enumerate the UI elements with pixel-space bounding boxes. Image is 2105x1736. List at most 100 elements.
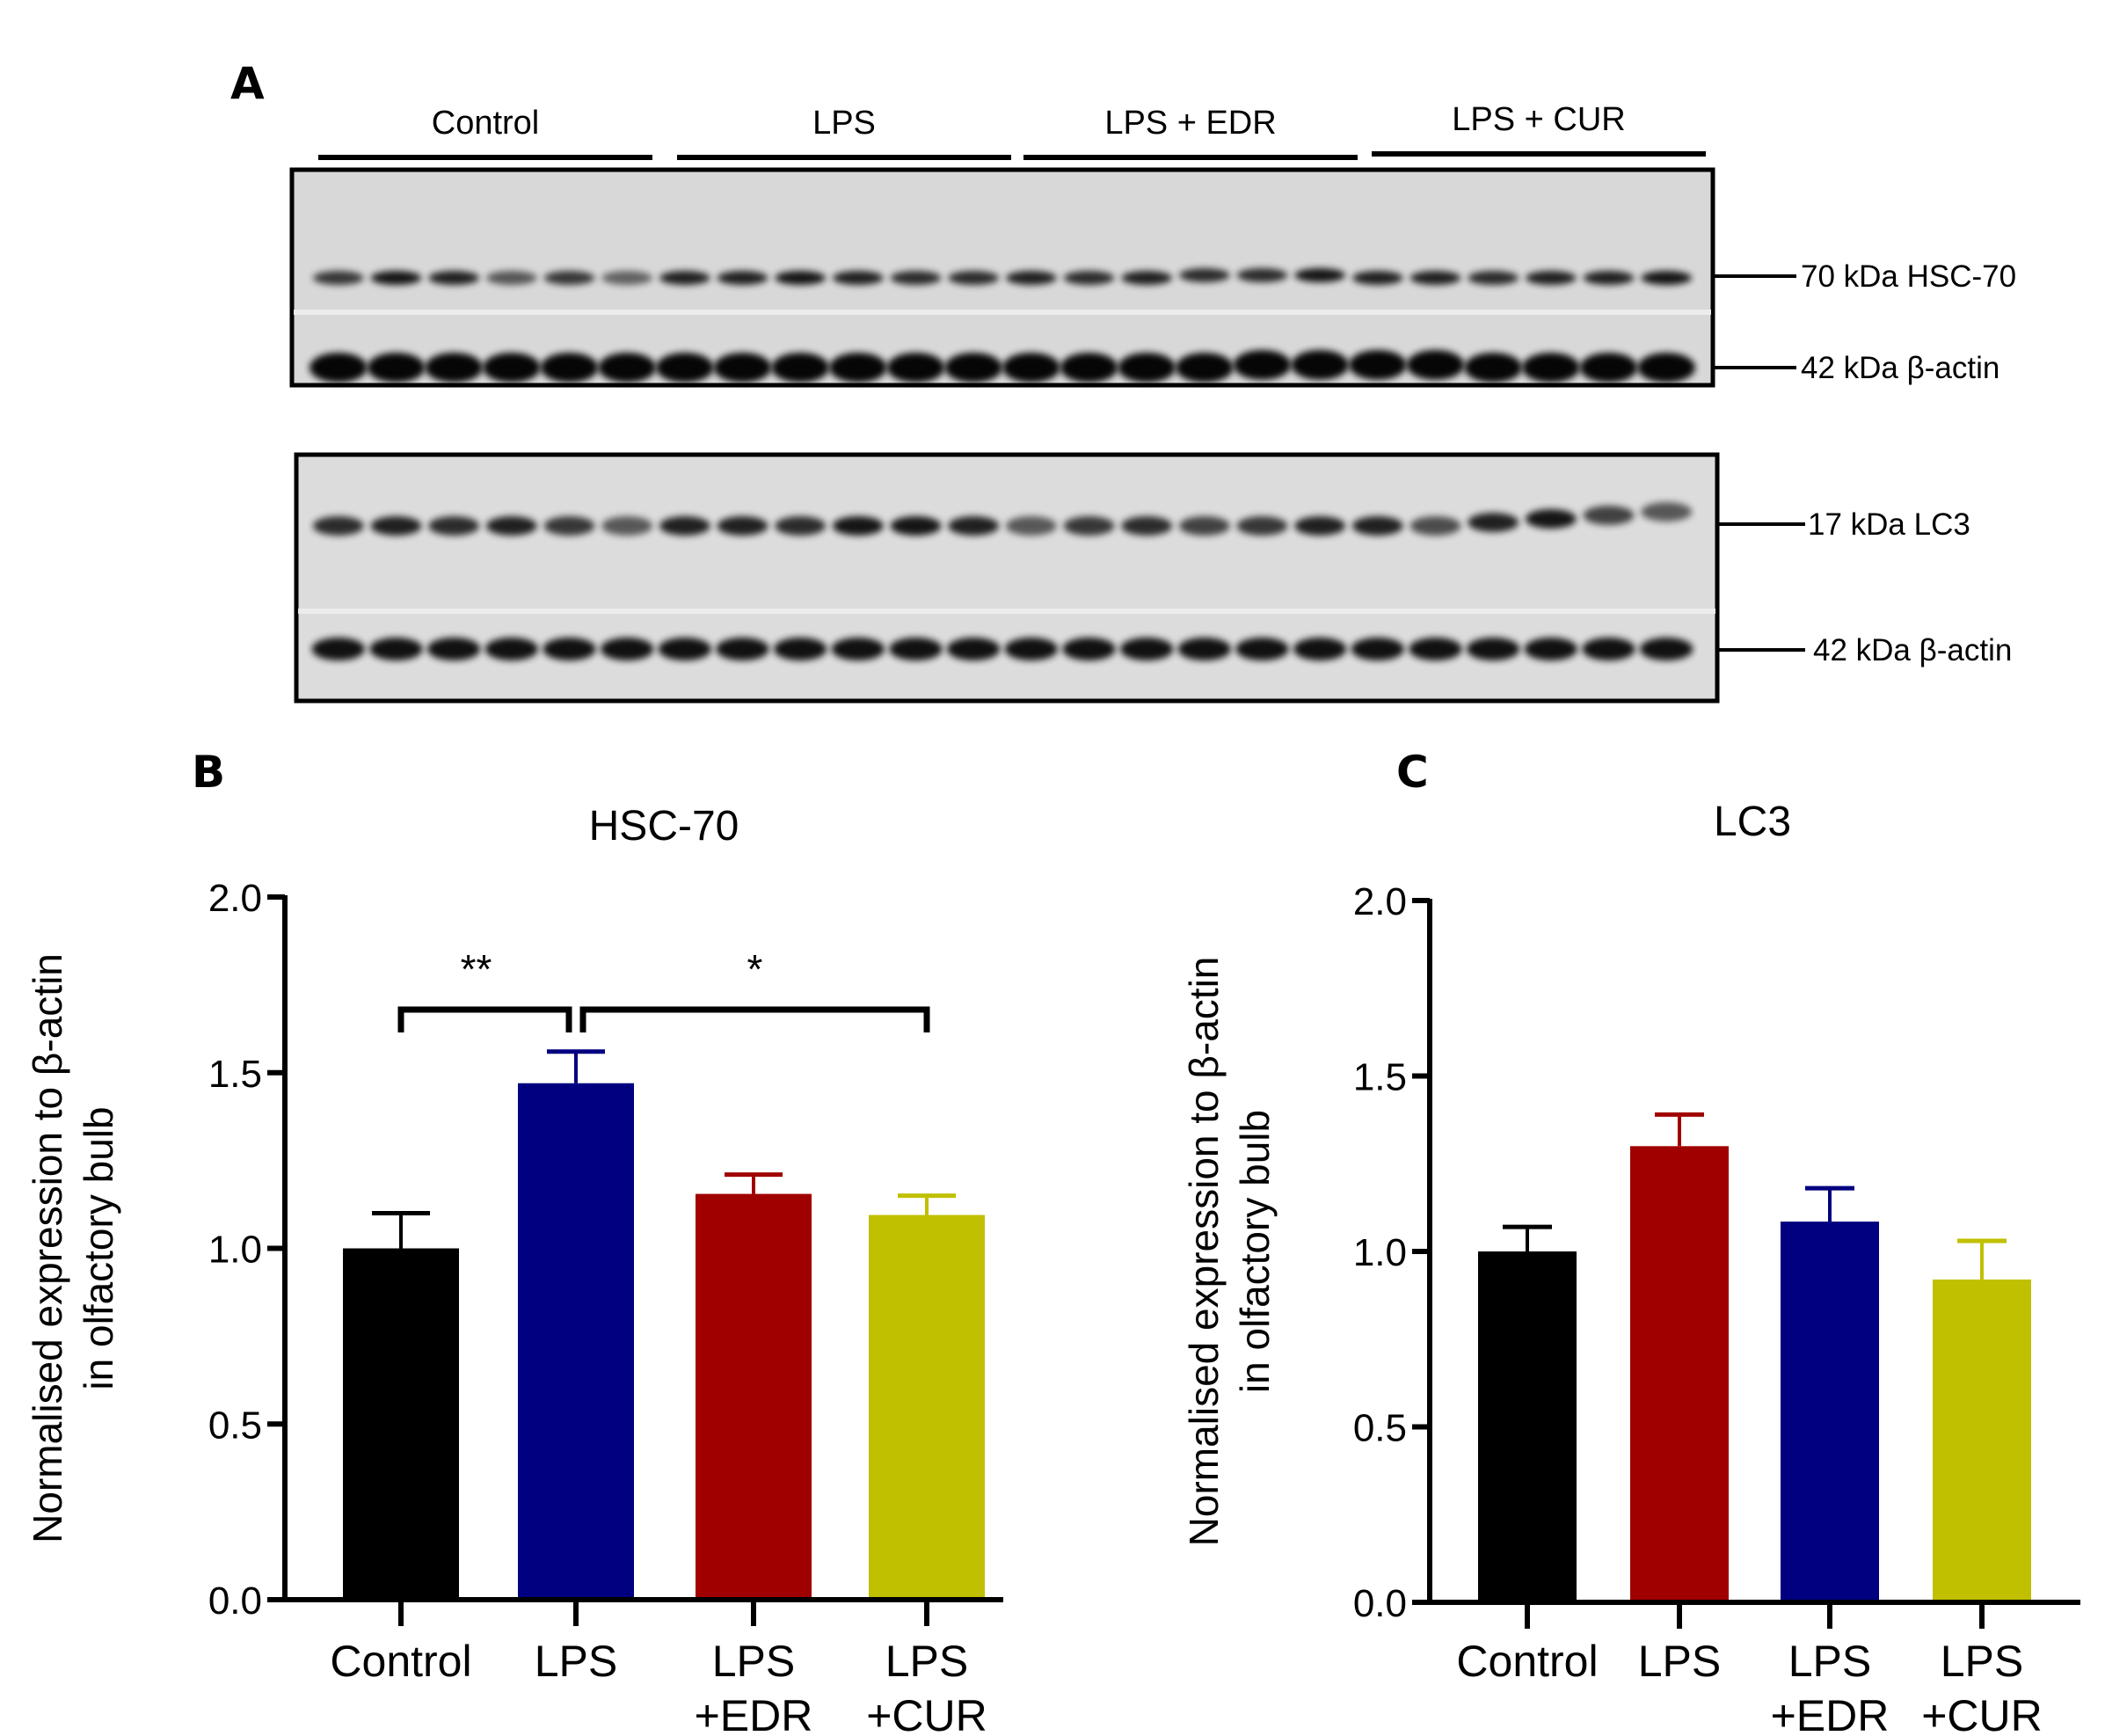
band-actin (1293, 638, 1347, 660)
band-actin (543, 638, 596, 660)
y-axis-title-line2: in olfactory bulb (1232, 1110, 1278, 1393)
group-label: Control (432, 105, 540, 142)
band-actin (656, 353, 714, 383)
band-hsc70 (1468, 271, 1519, 285)
band-hsc70 (1351, 271, 1403, 285)
band-actin (713, 353, 772, 383)
band-lc3 (1294, 516, 1346, 536)
band-hsc70 (601, 271, 653, 285)
bottom-blot-frame (294, 452, 1720, 704)
y-tick-label: 1.0 (208, 1229, 262, 1272)
band-actin (1524, 638, 1578, 660)
bar (1781, 1222, 1879, 1600)
band-actin (1062, 638, 1116, 660)
panel-b-letter: B (192, 747, 225, 798)
y-axis-title-line1: Normalised expression to β-actin (1181, 957, 1227, 1547)
significance-label: ** (461, 946, 492, 992)
band-hsc70 (948, 271, 1000, 285)
band-hsc70 (428, 271, 480, 285)
band-hsc70 (1409, 271, 1461, 285)
band-hsc70 (312, 271, 364, 285)
band-hsc70 (485, 271, 537, 285)
band-actin (658, 638, 712, 660)
y-tick-label: 2.0 (208, 877, 262, 920)
band-actin (1582, 638, 1635, 660)
panel-a-letter: A (230, 58, 265, 109)
band-hsc70 (1005, 271, 1057, 285)
band-lc3 (428, 516, 480, 536)
x-tick-label: +CUR (866, 1691, 987, 1736)
bar (696, 1193, 812, 1597)
band-actin (773, 638, 827, 660)
marker-label-hsc70: 70 kDa HSC-70 (1801, 259, 2016, 294)
y-tick-label: 0.0 (1353, 1582, 1407, 1625)
band-lc3 (775, 516, 827, 536)
band-actin (1060, 353, 1118, 383)
band-actin (829, 353, 887, 383)
band-lc3 (1236, 516, 1288, 536)
band-actin (889, 638, 943, 660)
band-lc3 (1641, 502, 1693, 522)
bar (1933, 1279, 2031, 1600)
bar (343, 1248, 459, 1597)
band-actin (600, 638, 654, 660)
band-actin (946, 638, 1001, 660)
marker-labels: 70 kDa HSC-70 42 kDa β-actin 17 kDa LC3 … (1713, 259, 2016, 667)
band-hsc70 (890, 271, 942, 285)
y-tick-label: 0.5 (1353, 1407, 1407, 1450)
group-label: LPS (812, 105, 876, 142)
band-lc3 (1005, 516, 1057, 536)
band-actin (1118, 353, 1176, 383)
band-lc3 (1063, 516, 1115, 536)
band-lc3 (1468, 513, 1519, 532)
bar (1478, 1251, 1577, 1600)
significance-bracket (579, 1006, 930, 1032)
x-tick-label: LPS (535, 1637, 618, 1686)
bar (1630, 1146, 1729, 1600)
band-lc3 (832, 516, 884, 536)
band-lc3 (1409, 516, 1461, 536)
band-actin (886, 353, 945, 383)
y-axis-title-line1: Normalised expression to β-actin (25, 953, 70, 1543)
band-lc3 (1525, 509, 1577, 529)
band-hsc70 (1525, 271, 1577, 285)
y-tick-label: 2.0 (1353, 880, 1407, 923)
chart-lc3: LC3 Normalised expression to β-actin in ol… (1181, 799, 2080, 1736)
band-actin (1233, 350, 1292, 380)
band-hsc70 (1583, 271, 1635, 285)
y-tick-label: 0.5 (208, 1404, 262, 1447)
band-actin (425, 353, 483, 383)
x-tick-label: +EDR (695, 1691, 813, 1736)
band-hsc70 (1063, 271, 1115, 285)
x-tick-label: LPS (712, 1637, 796, 1686)
y-axis-title-line2: in olfactory bulb (76, 1106, 121, 1390)
group-label: LPS + CUR (1452, 101, 1625, 138)
top-blot (289, 167, 1715, 388)
x-tick-label: +CUR (1921, 1691, 2043, 1736)
band-lc3 (1121, 516, 1173, 536)
band-actin (1351, 638, 1405, 660)
band-actin (369, 638, 423, 660)
band-actin (310, 353, 368, 383)
band-hsc70 (1641, 271, 1693, 285)
band-hsc70 (1178, 268, 1230, 282)
band-actin (484, 638, 539, 660)
chart-title: HSC-70 (589, 803, 739, 850)
top-blot-bands (310, 268, 1695, 383)
bottom-blot-bands (311, 502, 1693, 660)
band-actin (311, 638, 366, 660)
band-lc3 (370, 516, 422, 536)
band-actin (1004, 638, 1059, 660)
bar (869, 1214, 985, 1597)
y-tick-label: 1.5 (1353, 1056, 1407, 1099)
band-actin (1637, 353, 1695, 383)
bar (518, 1083, 634, 1597)
band-hsc70 (1121, 271, 1173, 285)
band-actin (1176, 353, 1234, 383)
x-tick-label: Control (330, 1637, 471, 1686)
band-hsc70 (370, 271, 422, 285)
band-actin (716, 638, 769, 660)
band-lc3 (1583, 506, 1635, 525)
band-actin (1235, 638, 1289, 660)
